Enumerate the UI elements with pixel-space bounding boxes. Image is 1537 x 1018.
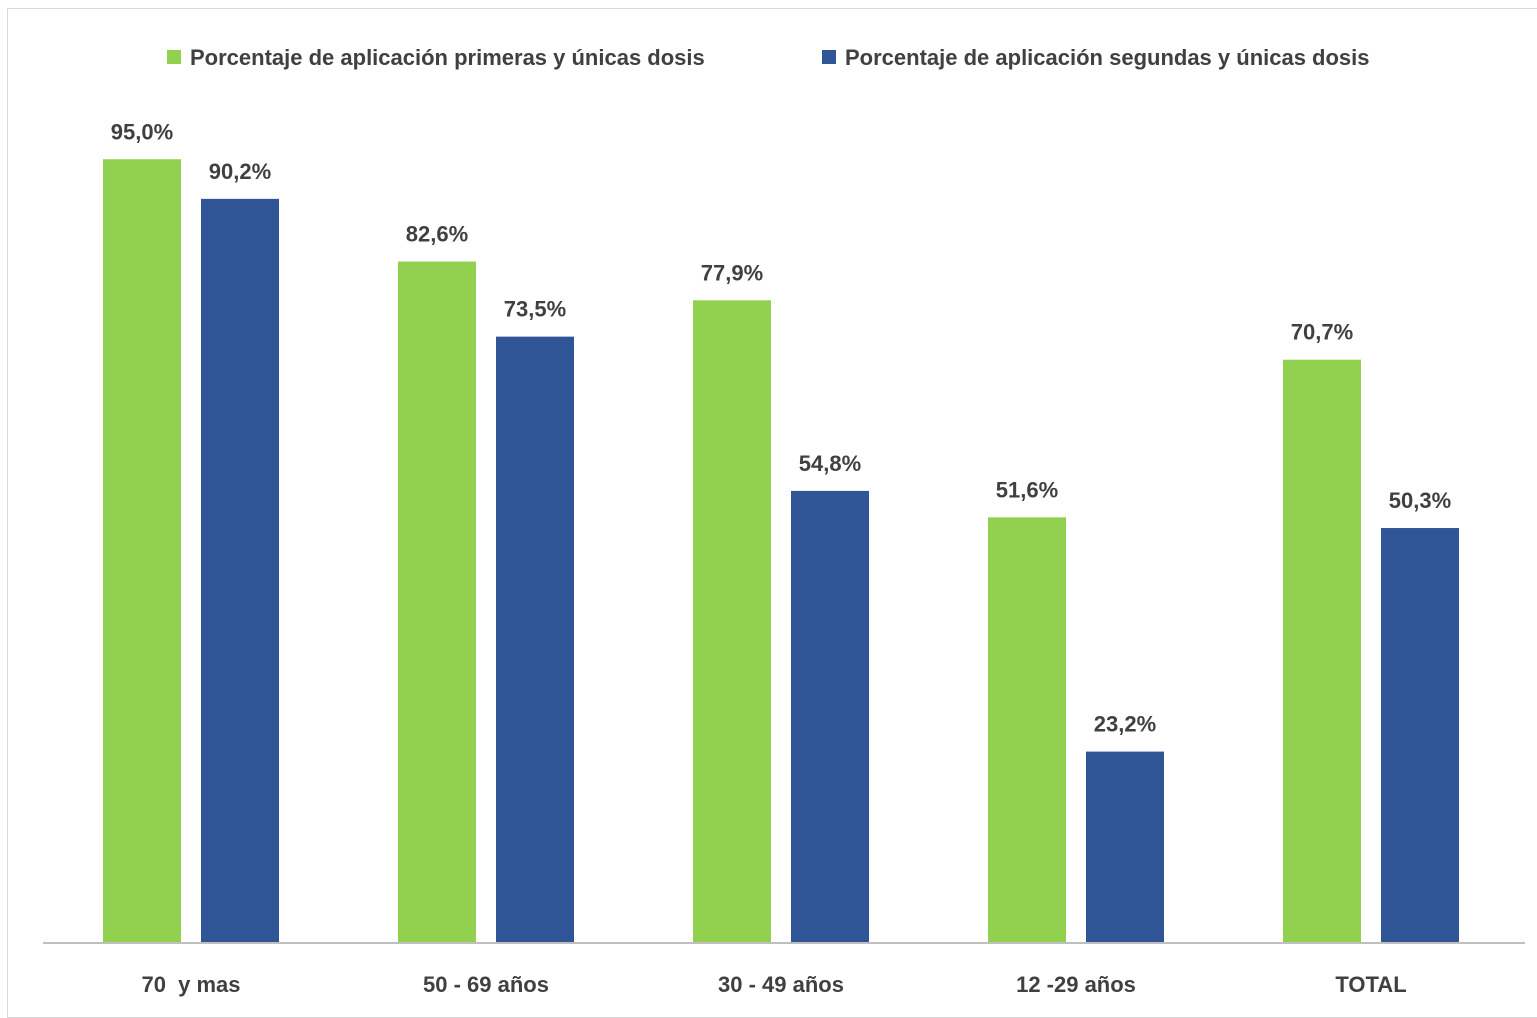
data-label-primeras-3: 51,6% <box>996 477 1058 502</box>
data-label-segundas-3: 23,2% <box>1094 712 1156 737</box>
data-label-primeras-1: 82,6% <box>406 222 468 247</box>
data-label-segundas-2: 54,8% <box>799 451 861 476</box>
bars <box>103 159 1459 944</box>
legend-label-primeras: Porcentaje de aplicación primeras y únic… <box>190 45 705 70</box>
data-labels: 95,0% 82,6% 77,9% 51,6% 70,7% 90,2% 73,5% 54,8%… <box>111 119 1451 736</box>
x-tick-labels: 70 y mas 50 - 69 años 30 - 49 años 12 -29 a… <box>141 972 1406 997</box>
bar-segundas-3 <box>1086 751 1164 943</box>
bar-primeras-4 <box>1283 359 1361 944</box>
bar-segundas-2 <box>791 490 869 943</box>
bar-segundas-1 <box>496 336 574 943</box>
x-tick-label-0: 70 y mas <box>141 972 240 997</box>
legend-label-segundas: Porcentaje de aplicación segundas y únic… <box>845 45 1370 70</box>
x-tick-label-4: TOTAL <box>1335 972 1406 997</box>
legend-swatch-segundas <box>822 50 836 64</box>
legend-item-primeras: Porcentaje de aplicación primeras y únic… <box>167 45 705 70</box>
data-label-segundas-0: 90,2% <box>209 159 271 184</box>
data-label-primeras-0: 95,0% <box>111 119 173 144</box>
data-label-segundas-4: 50,3% <box>1389 488 1451 513</box>
legend-item-segundas: Porcentaje de aplicación segundas y únic… <box>822 45 1370 70</box>
data-label-primeras-4: 70,7% <box>1291 320 1353 345</box>
bar-primeras-2 <box>693 300 771 943</box>
x-tick-label-1: 50 - 69 años <box>423 972 549 997</box>
x-tick-label-3: 12 -29 años <box>1016 972 1136 997</box>
bar-primeras-0 <box>103 159 181 943</box>
data-label-primeras-2: 77,9% <box>701 260 763 285</box>
legend: Porcentaje de aplicación primeras y únic… <box>167 45 1370 70</box>
data-label-segundas-1: 73,5% <box>504 297 566 322</box>
bar-primeras-1 <box>398 261 476 943</box>
legend-swatch-primeras <box>167 50 181 64</box>
bar-segundas-4 <box>1381 528 1459 943</box>
bar-primeras-3 <box>988 517 1066 943</box>
bar-segundas-0 <box>201 198 279 944</box>
x-tick-label-2: 30 - 49 años <box>718 972 844 997</box>
